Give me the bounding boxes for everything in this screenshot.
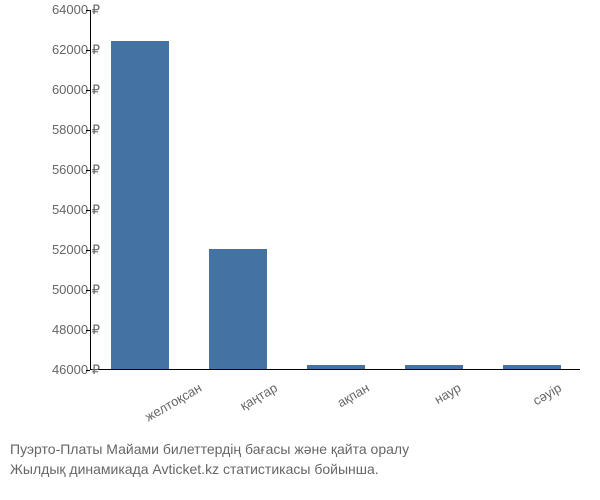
x-tick-label: сәуір [530,380,564,408]
caption-line-1: Пуэрто-Платы Майами билеттердің бағасы ж… [10,440,590,460]
y-tick-label: 58000 ₽ [52,122,100,138]
bars-group [91,9,581,369]
y-tick-mark [86,290,90,291]
x-tick-label: наур [432,380,464,407]
y-tick-label: 50000 ₽ [52,282,100,298]
y-tick-label: 60000 ₽ [52,82,100,98]
plot-area [90,10,580,370]
y-tick-mark [86,90,90,91]
bar-chart [90,10,580,370]
y-tick-label: 62000 ₽ [52,42,100,58]
y-tick-mark [86,10,90,11]
bar [307,365,366,369]
y-tick-mark [86,330,90,331]
y-tick-mark [86,370,90,371]
y-tick-mark [86,170,90,171]
y-tick-mark [86,50,90,51]
y-tick-label: 48000 ₽ [52,322,100,338]
y-tick-label: 64000 ₽ [52,2,100,18]
bar [111,41,170,369]
bar [405,365,464,369]
x-axis: желтоқсан қаңтар ақпан наур сәуір [90,375,580,425]
y-tick-mark [86,210,90,211]
y-tick-label: 52000 ₽ [52,242,100,258]
bar [503,365,562,369]
x-tick-label: желтоқсан [142,380,204,424]
y-tick-mark [86,130,90,131]
caption-line-2: Жылдық динамикада Avticket.kz статистика… [10,460,590,480]
bar [209,249,268,369]
x-tick-label: ақпан [335,380,372,410]
y-tick-mark [86,250,90,251]
y-tick-label: 56000 ₽ [52,162,100,178]
x-tick-label: қаңтар [237,380,279,413]
y-tick-label: 54000 ₽ [52,202,100,218]
chart-caption: Пуэрто-Платы Майами билеттердің бағасы ж… [10,440,590,479]
